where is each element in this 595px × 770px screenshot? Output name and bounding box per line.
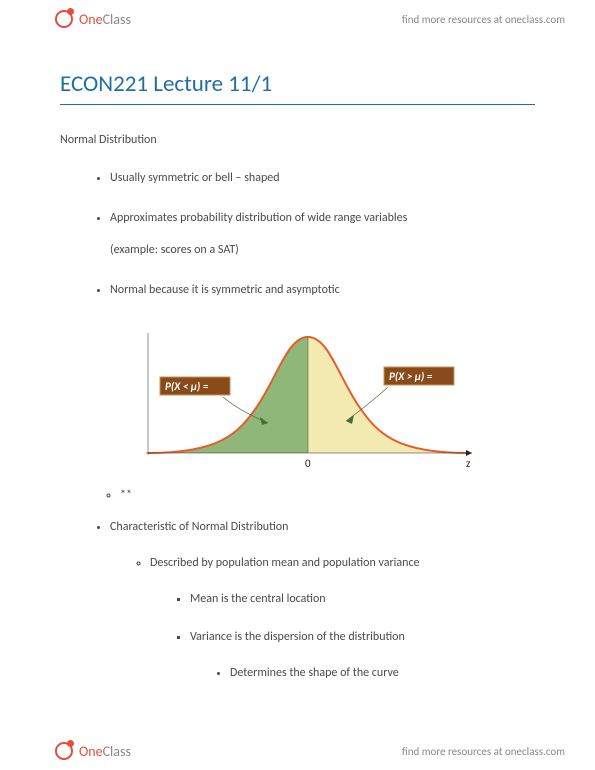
bullet-characteristic: Characteristic of Normal Distribution De…	[110, 518, 535, 682]
chart-wrap: 0 z P(X < μ) = P(X > μ) =	[80, 321, 535, 486]
bullet-list: Usually symmetric or bell – shaped Appro…	[110, 169, 535, 682]
oneclass-logo-icon-footer	[55, 742, 73, 760]
tick-zero: 0	[305, 457, 311, 470]
logo-text-class-footer: Class	[103, 743, 131, 760]
bullet-characteristic-text: Characteristic of Normal Distribution	[110, 520, 288, 534]
bullet-described-by: Described by population mean and populat…	[150, 554, 535, 682]
logo-text-one: One	[79, 11, 103, 28]
left-label-text: P(X < μ) =	[165, 380, 209, 393]
bullet-described-by-text: Described by population mean and populat…	[150, 556, 420, 570]
logo-footer: OneClass	[55, 742, 131, 760]
bullet-approximates-line2: (example: scores on a SAT)	[110, 241, 535, 259]
bullet-symmetric: Usually symmetric or bell – shaped	[110, 169, 535, 187]
logo: OneClass	[55, 10, 131, 28]
logo-text-class: Class	[103, 11, 131, 28]
title-underline	[60, 104, 535, 105]
page-title: ECON221 Lecture 11/1	[60, 70, 535, 98]
logo-text-one-footer: One	[79, 743, 103, 760]
oneclass-logo-icon	[55, 10, 73, 28]
x-axis-arrow-icon	[466, 450, 472, 456]
resources-link-top[interactable]: find more resources at oneclass.com	[402, 13, 565, 26]
right-label-text: P(X > μ) =	[389, 370, 433, 383]
header-bar: OneClass find more resources at oneclass…	[0, 0, 595, 38]
bullet-variance: Variance is the dispersion of the distri…	[190, 628, 535, 682]
bullet-determines-shape: Determines the shape of the curve	[230, 664, 535, 682]
bullet-mean: Mean is the central location	[190, 590, 535, 608]
bullet-approximates: Approximates probability distribution of…	[110, 209, 535, 259]
tick-z: z	[466, 457, 471, 470]
resources-link-bottom[interactable]: find more resources at oneclass.com	[402, 745, 565, 758]
bullet-approximates-line1: Approximates probability distribution of…	[110, 211, 407, 225]
footer-bar: OneClass find more resources at oneclass…	[0, 732, 595, 770]
normal-distribution-chart: 0 z P(X < μ) = P(X > μ) =	[128, 325, 488, 480]
chart-note: **	[120, 486, 535, 504]
bullet-variance-text: Variance is the dispersion of the distri…	[190, 630, 405, 644]
chart-item: 0 z P(X < μ) = P(X > μ) =	[80, 321, 535, 504]
section-heading: Normal Distribution	[60, 133, 535, 147]
page-content: ECON221 Lecture 11/1 Normal Distribution…	[0, 0, 595, 764]
bell-curve-svg: 0 z P(X < μ) = P(X > μ) =	[128, 325, 488, 480]
bullet-asymptotic: Normal because it is symmetric and asymp…	[110, 281, 535, 299]
